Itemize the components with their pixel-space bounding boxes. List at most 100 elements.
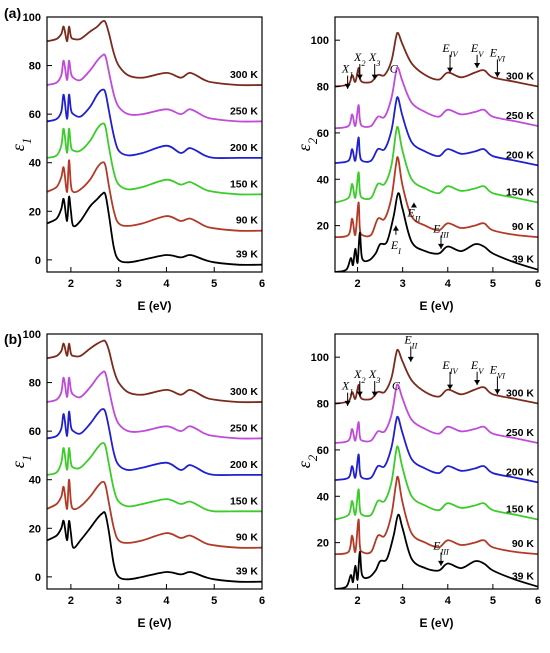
y-axis-label-main: ε	[294, 143, 314, 151]
annotation-arrowhead	[392, 225, 399, 231]
annotation-arrowhead	[438, 243, 445, 249]
y-axis-label: ε2	[294, 454, 320, 468]
series-line-39k	[47, 191, 262, 266]
annotation-arrowhead	[371, 74, 378, 80]
temperature-label: 250 K	[230, 422, 258, 434]
y-tick-label: 80	[29, 61, 41, 73]
x-axis-label: E (eV)	[137, 616, 171, 630]
series-line-300k	[335, 31, 538, 88]
x-tick-label: 2	[354, 595, 360, 607]
y-axis-label-main: ε	[8, 460, 28, 468]
temperature-label: 90 K	[236, 215, 259, 227]
series-line-200k	[335, 415, 538, 484]
x-axis-label: E (eV)	[419, 299, 453, 313]
y-tick-label: 100	[311, 35, 329, 47]
annotation-ev-main: E	[470, 41, 479, 55]
y-axis-label: ε1	[8, 138, 34, 151]
series-line-39k	[47, 511, 262, 583]
plot-frame	[334, 16, 539, 273]
annotation-ei-main: E	[390, 238, 399, 252]
annotation-arrowhead	[356, 74, 363, 80]
annotation-eiv: EIV	[441, 358, 458, 376]
annotation-x2-main: X	[353, 367, 362, 381]
x-tick-label: 6	[259, 278, 265, 290]
temperature-label: 90 K	[236, 532, 259, 544]
annotation-x3-sub: 3	[375, 59, 380, 68]
annotation-c: C	[392, 379, 401, 393]
x-tick-label: 3	[400, 595, 406, 607]
plot-frame	[46, 333, 263, 590]
annotation-arrowhead	[494, 389, 501, 395]
series-line-150k	[47, 442, 262, 513]
annotation-evi-main: E	[489, 45, 498, 59]
series-line-200k	[47, 408, 262, 476]
y-tick-label: 100	[23, 329, 41, 341]
series-line-200k	[335, 96, 538, 167]
x-axis-label: E (eV)	[137, 299, 171, 313]
annotation-x2-sub: 2	[361, 376, 365, 385]
annotation-x3: X3	[368, 367, 381, 385]
temperature-label: 250 K	[230, 105, 258, 117]
x-tick-label: 2	[68, 595, 74, 607]
annotation-arrowhead	[410, 202, 417, 208]
annotation-eiii-main: E	[432, 539, 441, 553]
annotation-x3-main: X	[368, 367, 377, 381]
series-line-300k	[335, 348, 538, 405]
temperature-label: 300 K	[230, 69, 258, 81]
temperature-label: 200 K	[506, 149, 534, 161]
y-tick-label: 40	[29, 158, 41, 170]
annotation-c-main: C	[392, 379, 401, 393]
plot-frame	[334, 333, 539, 590]
series-line-39k	[335, 513, 538, 589]
series-line-150k	[47, 122, 262, 196]
annotation-eiv-sub: IV	[449, 366, 459, 375]
annotation-ev-main: E	[470, 358, 479, 372]
x-tick-label: 4	[163, 595, 170, 607]
y-tick-label: 0	[35, 255, 41, 267]
annotation-x1-main: X	[341, 62, 350, 76]
annotation-evi: EVI	[489, 362, 506, 380]
annotation-ev: EV	[470, 41, 484, 59]
annotation-evi-sub: VI	[497, 54, 506, 63]
annotation-arrowhead	[447, 67, 454, 73]
x-tick-label: 2	[68, 278, 74, 290]
annotation-ev-sub: V	[478, 49, 484, 58]
x-axis-label: E (eV)	[419, 616, 453, 630]
series-line-90k	[47, 159, 262, 232]
annotation-x3: X3	[368, 50, 381, 68]
temperature-label: 90 K	[512, 538, 535, 550]
annotation-x1-sub: 1	[349, 70, 353, 79]
x-tick-label: 6	[535, 278, 541, 290]
temperature-label: 250 K	[506, 427, 534, 439]
series-line-39k	[335, 192, 538, 272]
panel-label-b: (b)	[4, 331, 22, 347]
series-line-90k	[335, 475, 538, 556]
annotation-x1-main: X	[341, 379, 350, 393]
temperature-label: 150 K	[230, 495, 258, 507]
panel-label-a: (a)	[4, 5, 21, 21]
series-line-90k	[335, 156, 538, 239]
y-tick-label: 40	[29, 475, 41, 487]
annotation-eiv-sub: IV	[449, 49, 459, 58]
annotation-arrowhead	[474, 380, 481, 385]
annotation-x1-sub: 1	[349, 387, 353, 396]
temperature-label: 39 K	[512, 254, 535, 266]
series-line-250k	[335, 66, 538, 130]
x-tick-label: 3	[400, 278, 406, 290]
series-line-150k	[335, 445, 538, 521]
x-tick-label: 4	[445, 278, 452, 290]
annotation-c: C	[390, 62, 399, 76]
annotation-eiii-main: E	[432, 222, 441, 236]
annotation-x1: X1	[341, 62, 354, 80]
annotation-ev: EV	[470, 358, 484, 376]
annotation-x2-sub: 2	[361, 59, 365, 68]
temperature-label: 200 K	[230, 459, 258, 471]
annotation-arrowhead	[344, 83, 351, 89]
y-tick-label: 60	[317, 128, 329, 140]
y-tick-label: 20	[317, 221, 329, 233]
annotation-arrowhead	[494, 72, 501, 78]
y-axis-label-sub: 1	[20, 455, 34, 461]
annotation-eiv-main: E	[441, 41, 450, 55]
